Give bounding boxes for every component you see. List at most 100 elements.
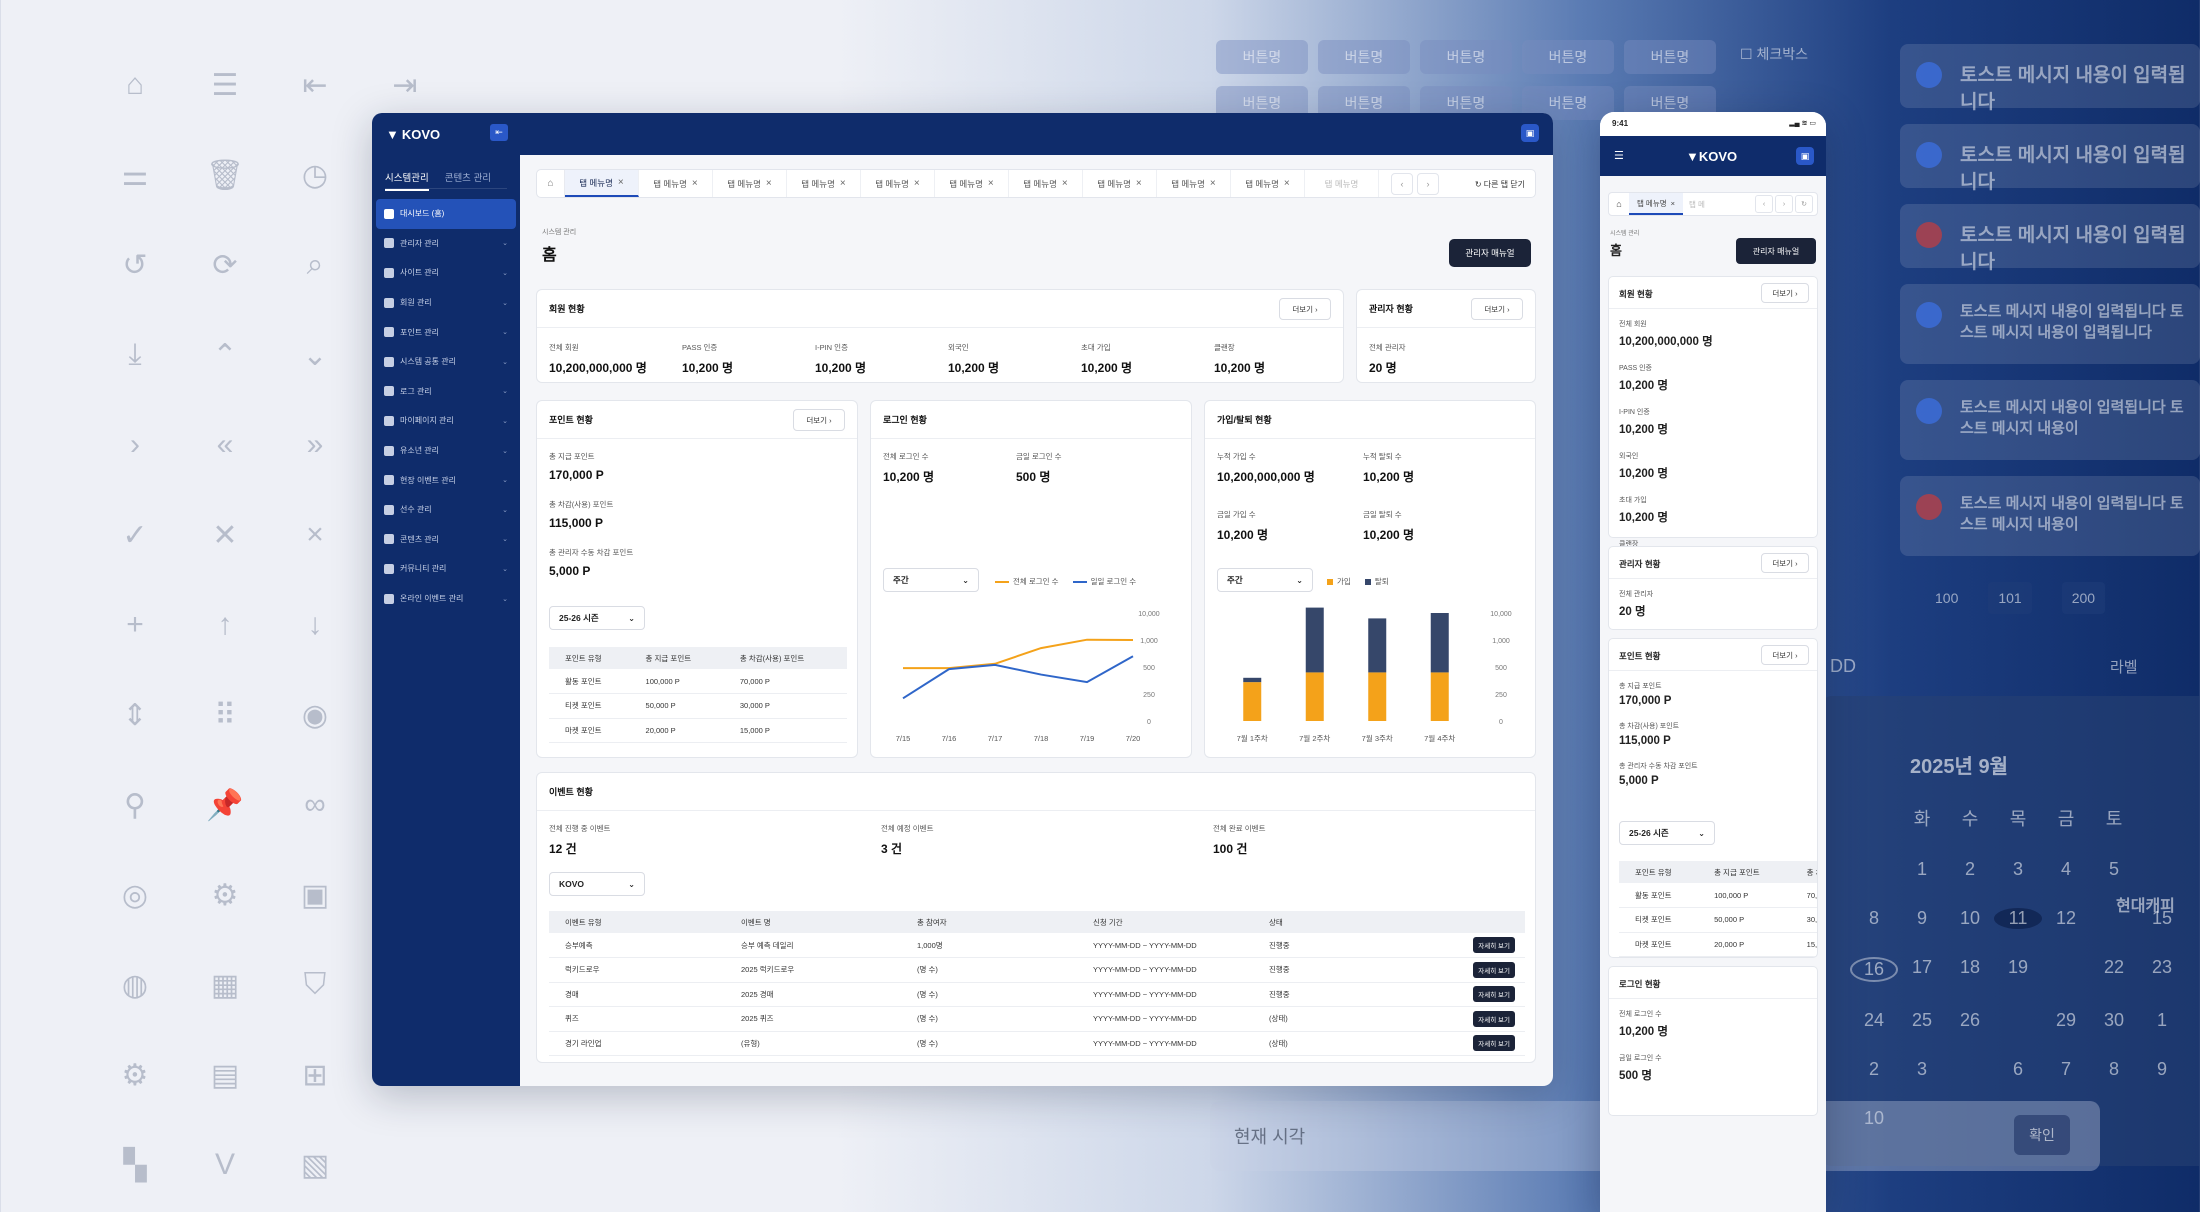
close-icon[interactable]: × xyxy=(1283,178,1290,189)
calendar-day: 26 xyxy=(1959,1010,1981,1030)
tab[interactable]: 탭 메뉴명 × xyxy=(565,170,639,197)
tab-next-button[interactable]: › xyxy=(1417,172,1439,195)
table-row: 마켓 포인트 20,000 P 15,000 P xyxy=(549,718,847,743)
tab[interactable]: 탭 메뉴명 × xyxy=(1083,170,1157,197)
sidebar-item[interactable]: 콘텐츠 관리 ⌄ xyxy=(376,525,516,555)
y-tick-label: 1,000 xyxy=(1140,638,1158,645)
table-header: 이벤트 유형 xyxy=(549,911,725,933)
stat-item: 금일 로그인 수 500 명 xyxy=(1619,1055,1662,1082)
tab-home-button[interactable]: ⌂ xyxy=(537,170,565,197)
sidebar-item[interactable]: 커뮤니티 관리 ⌄ xyxy=(376,554,516,584)
more-button[interactable]: 더보기 › xyxy=(1471,298,1523,320)
detail-button[interactable]: 자세히 보기 xyxy=(1473,961,1515,978)
user-menu-button[interactable]: ▣ xyxy=(1796,147,1814,165)
stat-ipin: I-PIN 인증 10,200 명 xyxy=(815,343,867,375)
tab-prev-button[interactable]: ‹ xyxy=(1391,172,1413,195)
tab[interactable]: 탭 메뉴명 × xyxy=(1629,193,1683,215)
close-icon[interactable]: × xyxy=(1670,198,1676,208)
home-icon[interactable]: ⌂ xyxy=(1616,199,1622,209)
season-select[interactable]: 25-26 시즌 ⌄ xyxy=(1619,821,1715,845)
season-select[interactable]: 25-26 시즌 ⌄ xyxy=(549,606,645,630)
kovo-logo[interactable]: ▼KOVO xyxy=(1686,149,1738,164)
detail-button[interactable]: 자세히 보기 xyxy=(1473,1035,1515,1052)
detail-button[interactable]: 자세히 보기 xyxy=(1473,937,1515,953)
card-title: 포인트 현황 xyxy=(549,415,593,425)
sidebar-tab-system[interactable]: 시스템관리 xyxy=(385,170,429,191)
hamburger-menu-icon[interactable]: ☰ xyxy=(1614,150,1624,162)
calendar-day: 18 xyxy=(1959,957,1981,977)
tab[interactable]: 탭 메뉴명 xyxy=(1305,170,1379,197)
table-row: 활동 포인트 100,000 P 70,000 P xyxy=(549,669,847,694)
tab[interactable]: 탭 메뉴명 × xyxy=(639,170,713,197)
tab[interactable]: 탭 메뉴명 × xyxy=(935,170,1009,197)
sidebar-item[interactable]: 포인트 관리 ⌄ xyxy=(376,317,516,347)
tab-navigation: ‹ › xyxy=(1391,170,1439,197)
more-button[interactable]: 더보기 › xyxy=(1761,553,1809,573)
sidebar-toggle-button[interactable]: ⇤ xyxy=(490,124,508,141)
legend-swatch xyxy=(1072,581,1087,584)
sidebar-item[interactable]: 온라인 이벤트 관리 ⌄ xyxy=(376,584,516,614)
stat-total-points: 총 지급 포인트 170,000 P xyxy=(549,452,604,482)
menu-unfold-icon: ⇥ xyxy=(392,68,418,102)
member-card-icon xyxy=(384,297,394,308)
table-header: 총 지급 포인트 xyxy=(629,647,724,669)
mobile-header: ☰ ▼KOVO ▣ xyxy=(1600,136,1826,176)
tab[interactable]: 탭 메뉴명 × xyxy=(1231,170,1305,197)
period-select[interactable]: 주간 ⌄ xyxy=(1217,568,1313,592)
close-icon[interactable]: × xyxy=(913,178,920,189)
sidebar-item[interactable]: 현장 이벤트 관리 ⌄ xyxy=(376,465,516,495)
tab[interactable]: 탭 메뉴명 × xyxy=(787,170,861,197)
x-tick-label: 7/16 xyxy=(942,734,957,743)
kovo-logo[interactable]: ▼KOVO xyxy=(386,127,441,142)
sidebar-item[interactable]: 유소년 관리 ⌄ xyxy=(376,436,516,466)
close-icon[interactable]: × xyxy=(617,177,624,188)
sidebar-item[interactable]: 시스템 공통 관리 ⌄ xyxy=(376,347,516,377)
tab[interactable]: 탭 메뉴명 × xyxy=(861,170,935,197)
period-select[interactable]: 주간 ⌄ xyxy=(883,568,979,592)
plus-icon: + xyxy=(126,608,144,641)
sidebar-item[interactable]: 로그 관리 ⌄ xyxy=(376,377,516,407)
search-icon: ⌕ xyxy=(306,248,324,281)
calendar-day: 4 xyxy=(2060,859,2071,879)
more-button[interactable]: 더보기 › xyxy=(1279,298,1331,320)
gear-icon: ⚙ xyxy=(211,878,239,912)
user-menu-button[interactable]: ▣ xyxy=(1521,124,1539,142)
tab-prev-button[interactable]: ‹ xyxy=(1755,195,1773,213)
close-icon[interactable]: × xyxy=(691,178,698,189)
sidebar-item[interactable]: 관리자 관리 ⌄ xyxy=(376,229,516,259)
refresh-icon[interactable]: ↻ xyxy=(1795,195,1813,213)
top-bar: ▣ xyxy=(520,113,1553,155)
tab[interactable]: 탭 메뉴명 × xyxy=(1009,170,1083,197)
admin-manual-button[interactable]: 관리자 매뉴얼 xyxy=(1736,238,1816,264)
close-icon[interactable]: × xyxy=(1061,178,1068,189)
close-icon[interactable]: × xyxy=(839,178,846,189)
chevron-up-icon: ⌃ xyxy=(212,338,238,372)
sidebar-item[interactable]: 회원 관리 ⌄ xyxy=(376,288,516,318)
close-icon[interactable]: × xyxy=(1135,178,1142,189)
detail-button[interactable]: 자세히 보기 xyxy=(1473,986,1515,1003)
admin-manual-button[interactable]: 관리자 매뉴얼 xyxy=(1449,239,1531,267)
detail-button[interactable]: 자세히 보기 xyxy=(1473,1010,1515,1027)
mobile-tab-bar: ⌂ 탭 메뉴명 × 탭 메 ‹ › ↻ xyxy=(1608,192,1818,216)
tab[interactable]: 탭 메 xyxy=(1689,199,1705,209)
desktop-window: ▼ KOVO ⇤ 시스템관리 콘텐츠 관리 대시보드 (홈) 관리자 관리 ⌄ 사이트 … xyxy=(372,113,1553,1086)
event-filter-select[interactable]: KOVO ⌄ xyxy=(549,872,645,896)
tab[interactable]: 탭 메뉴명 × xyxy=(713,170,787,197)
more-button[interactable]: 더보기 › xyxy=(1761,283,1809,303)
close-icon[interactable]: × xyxy=(765,178,772,189)
sidebar-item[interactable]: 대시보드 (홈) xyxy=(376,199,516,229)
close-icon[interactable]: × xyxy=(1209,178,1216,189)
user-icon: ▣ xyxy=(1525,127,1535,138)
sidebar-tab-content[interactable]: 콘텐츠 관리 xyxy=(444,173,492,184)
sidebar-item[interactable]: 마이페이지 관리 ⌄ xyxy=(376,406,516,436)
sitemap-icon: ⊞ xyxy=(302,1058,328,1092)
tab[interactable]: 탭 메뉴명 × xyxy=(1157,170,1231,197)
sidebar-item[interactable]: 선수 관리 ⌄ xyxy=(376,495,516,525)
close-other-tabs-button[interactable]: ↻ 다른 탭 닫기 xyxy=(1474,180,1525,189)
sidebar-item[interactable]: 사이트 관리 ⌄ xyxy=(376,258,516,288)
bg-button: 버튼명 xyxy=(1216,40,1308,74)
more-button[interactable]: 더보기 › xyxy=(1761,645,1809,665)
close-icon[interactable]: × xyxy=(987,178,994,189)
tab-next-button[interactable]: › xyxy=(1775,195,1793,213)
more-button[interactable]: 더보기 › xyxy=(793,409,845,431)
